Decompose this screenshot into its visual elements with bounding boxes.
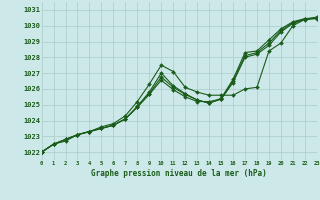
X-axis label: Graphe pression niveau de la mer (hPa): Graphe pression niveau de la mer (hPa) [91,169,267,178]
